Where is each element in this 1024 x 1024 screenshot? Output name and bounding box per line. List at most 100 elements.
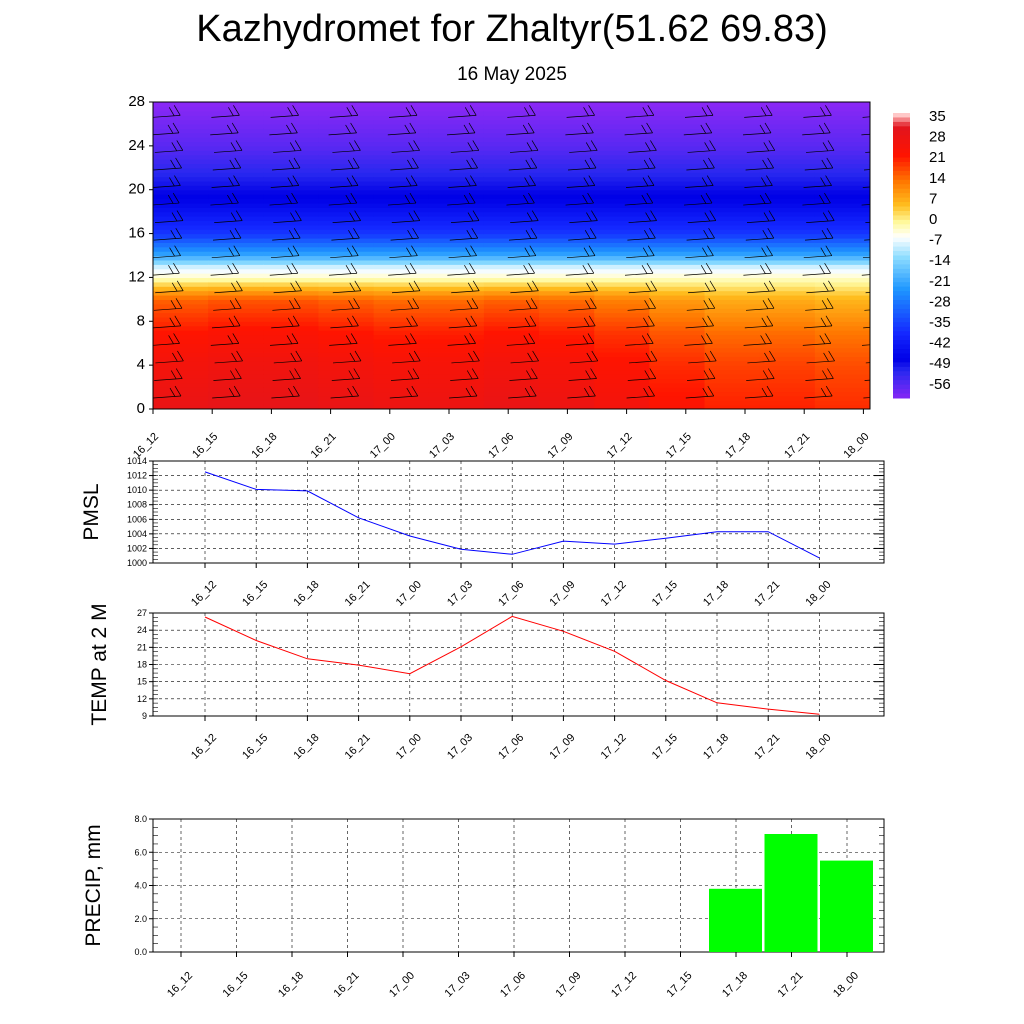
heatmap-cell [814,211,870,217]
heatmap-cell [594,154,650,160]
heatmap-cell [539,198,595,204]
heatmap-cell [153,290,209,296]
heatmap-cell [428,110,485,116]
heatmap-cell [483,378,540,384]
heatmap-cell [483,259,540,265]
heatmap-cell [594,176,650,182]
heatmap-cell [263,216,320,222]
heatmap-cell [759,338,816,344]
heatmap-cell [263,119,320,125]
colorbar-swatch [893,259,910,265]
heatmap-cell [649,229,706,235]
heatmap-cell [594,391,650,397]
wind-barb [448,245,477,259]
heatmap-cell [704,369,761,375]
wind-barb [626,315,655,329]
wind-barb [861,344,870,346]
heatmap-cell [208,330,264,336]
heatmap-cell [649,211,706,217]
heatmap-cell [594,194,650,200]
heatmap-cell [208,224,264,230]
colorbar-swatch [893,215,910,221]
heatmap-cell [704,106,761,112]
colorbar-swatch [893,389,910,395]
colorbar-swatch [893,344,910,350]
y-tick-label: 24 [128,137,145,154]
wind-barb [804,227,834,241]
heatmap-cell [539,268,595,274]
heatmap-cell [759,220,816,226]
x-tick-label: 16_18 [291,579,321,609]
heatmap-cell [263,334,320,340]
heatmap-cell [483,251,540,257]
heatmap-cell [594,290,650,296]
heatmap-cell [208,137,264,143]
colorbar-swatch [893,126,910,132]
heatmap-cell [483,312,540,318]
heatmap-cell [483,391,540,397]
x-tick-label: 16_12 [189,579,219,609]
heatmap-cell [649,325,706,331]
heatmap-cell [428,365,485,371]
heatmap-cell [428,106,485,112]
x-tick-label: 18_00 [803,579,833,609]
heatmap-cell [539,400,595,406]
heatmap-cell [428,145,485,151]
heatmap-cell [373,387,430,393]
heatmap-cell [373,303,430,309]
x-tick-label: 16_18 [276,970,306,1000]
heatmap-cell [373,137,430,143]
heatmap-cell [318,286,375,292]
heatmap-cell [594,246,650,252]
crosssection-frame [152,101,871,410]
heatmap-cell [208,211,264,217]
heatmap-cell [704,356,761,362]
heatmap-cell [759,360,816,366]
heatmap-cell [594,229,650,235]
wind-barb [686,368,716,381]
heatmap-cell [759,404,816,409]
heatmap-cell [704,299,761,305]
heatmap-cell [153,216,209,222]
heatmap-cell [373,132,430,138]
heatmap-cell [649,330,706,336]
heatmap-cell [704,163,761,169]
heatmap-cell [153,316,209,322]
heatmap-cell [594,281,650,287]
heatmap-cell [649,141,706,147]
heatmap-cell [539,308,595,314]
heatmap-cell [208,229,264,235]
precip-bar [820,860,873,952]
heatmap-cell [208,102,264,107]
heatmap-cell [483,198,540,204]
heatmap-cell [153,356,209,362]
heatmap-cell [704,132,761,138]
heatmap-cell [318,391,375,397]
heatmap-cell [649,259,706,265]
heatmap-cell [483,189,540,195]
heatmap-cell [814,378,870,384]
heatmap-cell [649,391,706,397]
wind-barb [685,245,714,259]
heatmap-cell [594,207,650,213]
wind-barb [390,298,420,311]
precip-panel: 0.0 2.0 4.0 6.0 8.0 16_12 16_15 16_18 16_21 17_00… [82,814,885,1000]
heatmap-cell [539,220,595,226]
heatmap-cell [318,102,375,107]
heatmap-cell [208,132,264,138]
heatmap-cell [318,110,375,116]
heatmap-cell [208,360,264,366]
heatmap-cell [153,321,209,327]
heatmap-cell [153,378,209,384]
heatmap-cell [153,268,209,274]
heatmap-cell [483,180,540,186]
heatmap-cell [318,268,375,274]
wind-barb [328,122,357,136]
wind-barb [507,315,537,329]
wind-barb [861,133,870,136]
heatmap-cell [539,316,595,322]
heatmap-cell [814,294,870,300]
colorbar-label: 28 [929,129,946,146]
heatmap-cell [649,216,706,222]
heatmap-cell [153,299,209,305]
